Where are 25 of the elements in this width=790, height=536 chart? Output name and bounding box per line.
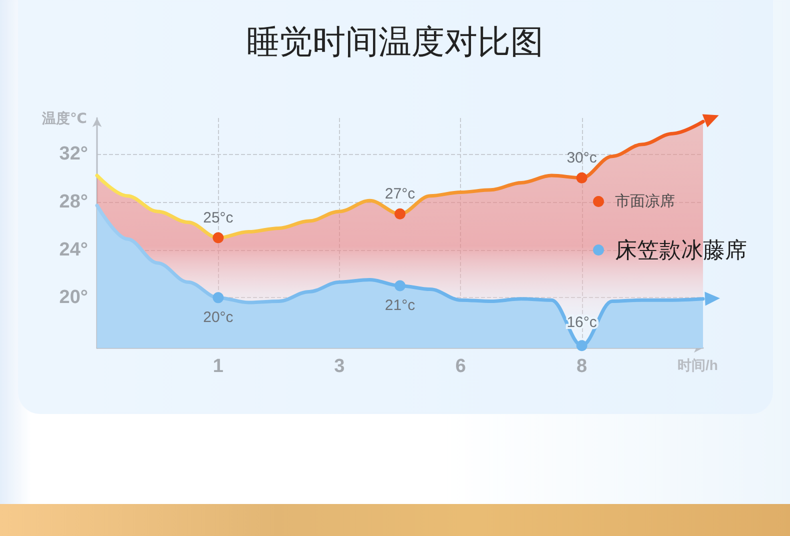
data-label: 16°c [566,314,598,332]
x-tick-label: 1 [212,356,224,377]
data-label: 27°c [384,185,416,202]
point [576,172,588,184]
point [212,292,224,304]
y-tick-label: 28° [59,191,88,212]
data-label: 20°c [203,309,234,326]
point [394,280,406,292]
x-tick-label: 3 [334,356,345,377]
y-tick-label: 32° [59,143,88,164]
legend-label: 床笠款冰藤席 [615,238,747,262]
x-tick-label: 6 [455,356,466,377]
point [212,232,224,244]
y-tick-label: 24° [59,239,88,260]
data-label: 21°c [384,297,416,314]
data-label: 30°c [566,149,598,166]
point [576,340,588,352]
point [394,208,406,220]
y-tick-label: 20° [59,287,88,308]
legend-label: 市面凉席 [615,193,675,210]
chart-title: 睡觉时间温度对比图 [246,23,544,60]
x-axis-title: 时间/h [678,357,718,373]
x-tick-label: 8 [576,356,588,377]
data-label: 25°c [203,209,234,226]
y-axis-title: 温度℃ [41,110,88,126]
